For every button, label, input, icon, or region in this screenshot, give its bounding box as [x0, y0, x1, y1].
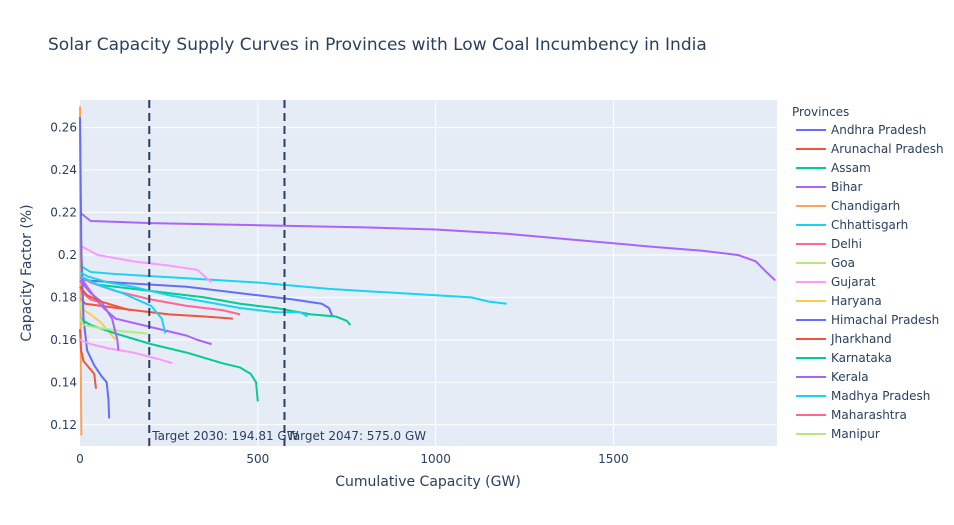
legend-item-label[interactable]: Delhi [831, 237, 862, 251]
legend-title: Provinces [792, 105, 849, 119]
y-tick-label: 0.22 [50, 206, 77, 220]
legend-item-label[interactable]: Himachal Pradesh [831, 313, 939, 327]
legend-item-label[interactable]: Chhattisgarh [831, 218, 908, 232]
legend[interactable]: Provinces Andhra Pradesh Arunachal Prades… [792, 105, 944, 441]
y-tick-labels: 0.12 0.14 0.16 0.18 0.2 0.22 0.24 0.26 [50, 121, 77, 432]
legend-item-label[interactable]: Karnataka [831, 351, 892, 365]
series-line-5[interactable] [79, 264, 507, 305]
legend-items: Andhra Pradesh Arunachal Pradesh Assam Biha… [796, 123, 944, 441]
series-line-17[interactable] [79, 338, 173, 365]
y-tick-label: 0.18 [50, 290, 77, 304]
plot-background [80, 100, 777, 446]
legend-item-label[interactable]: Goa [831, 256, 855, 270]
legend-item-label[interactable]: Bihar [831, 180, 863, 194]
series-line-11[interactable] [79, 329, 97, 389]
series-line-18[interactable] [79, 275, 167, 334]
legend-item-label[interactable]: Chandigarh [831, 199, 900, 213]
series-line-19[interactable] [79, 279, 120, 351]
x-tick-label: 1500 [598, 452, 629, 466]
x-axis-title: Cumulative Capacity (GW) [335, 474, 521, 490]
series-line-14[interactable] [79, 271, 309, 318]
target-label-0: Target 2030: 194.81 GW [151, 429, 298, 443]
legend-item-label[interactable]: Andhra Pradesh [831, 123, 926, 137]
x-tick-label: 1000 [420, 452, 451, 466]
legend-item-label[interactable]: Gujarat [831, 275, 876, 289]
x-gridlines [257, 100, 614, 446]
series-line-3[interactable] [79, 211, 776, 282]
legend-item-label[interactable]: Maharashtra [831, 408, 907, 422]
series-lines [79, 106, 776, 436]
x-tick-label: 500 [246, 452, 269, 466]
y-tick-label: 0.14 [50, 375, 77, 389]
series-line-7[interactable] [79, 301, 84, 319]
y-tick-label: 0.2 [58, 248, 77, 262]
y-tick-label: 0.26 [50, 121, 77, 135]
series-line-1[interactable] [79, 296, 233, 320]
y-tick-label: 0.24 [50, 163, 77, 177]
legend-item-label[interactable]: Kerala [831, 370, 869, 384]
target-label-1: Target 2047: 575.0 GW [286, 429, 426, 443]
y-tick-label: 0.12 [50, 418, 77, 432]
legend-item-label[interactable]: Jharkhand [830, 332, 892, 346]
series-line-20[interactable] [79, 286, 131, 312]
legend-item-label[interactable]: Arunachal Pradesh [831, 142, 944, 156]
legend-item-label[interactable]: Madhya Pradesh [831, 389, 930, 403]
series-line-16[interactable] [79, 318, 148, 335]
legend-item-label[interactable]: Haryana [831, 294, 882, 308]
x-tick-label: 0 [76, 452, 84, 466]
series-line-2[interactable] [79, 275, 352, 326]
legend-item-label[interactable]: Assam [831, 161, 871, 175]
x-tick-labels: 0 500 1000 1500 [76, 452, 629, 466]
chart-title: Solar Capacity Supply Curves in Province… [48, 35, 707, 55]
y-axis-title: Capacity Factor (%) [19, 204, 35, 341]
legend-item-label[interactable]: Manipur [831, 427, 880, 441]
series-line-15[interactable] [79, 275, 241, 316]
y-tick-label: 0.16 [50, 333, 77, 347]
